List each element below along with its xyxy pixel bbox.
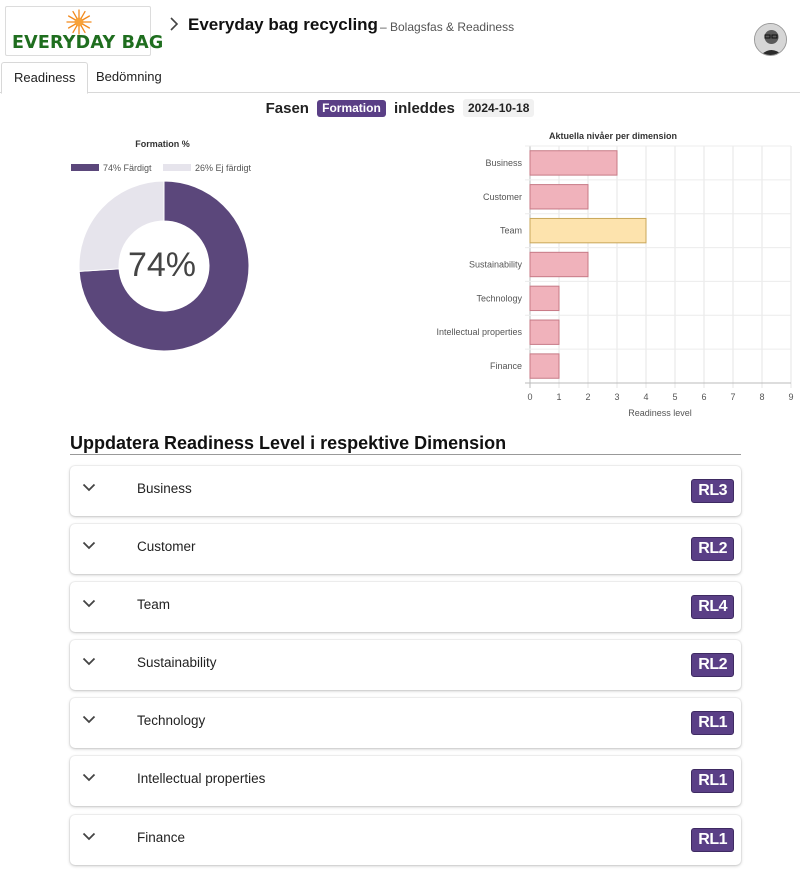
category-label: Sustainability (469, 260, 523, 270)
chevron-down-icon[interactable] (82, 657, 96, 666)
accordion-item-customer[interactable]: Customer RL2 (70, 524, 741, 574)
tick-label: 3 (614, 392, 619, 402)
page-subtitle: – Bolagsfas & Readiness (380, 20, 515, 34)
rl-badge: RL2 (691, 653, 734, 677)
bar-team[interactable] (529, 217, 647, 244)
bar-technology[interactable] (529, 285, 560, 312)
app-header: EVERYDAY BAG Everyday bag recycling – Bo… (0, 0, 800, 62)
rl-badge: RL4 (691, 595, 734, 619)
rl-badge: RL2 (691, 537, 734, 561)
rl-badge: RL1 (691, 828, 734, 852)
bar-chart-xlabel: Readiness level (628, 408, 692, 418)
bar-customer[interactable] (529, 184, 589, 210)
category-label: Business (485, 158, 522, 168)
donut-chart: 74% (78, 180, 250, 352)
bar-finance[interactable] (529, 353, 560, 379)
accordion-label: Intellectual properties (137, 771, 266, 786)
bar-sustainability[interactable] (529, 251, 589, 278)
category-label: Technology (476, 293, 522, 303)
phase-middle: inleddes (393, 100, 455, 117)
accordion-label: Customer (137, 539, 196, 554)
donut-segment-done[interactable] (78, 180, 250, 352)
accordion-item-finance[interactable]: Finance RL1 (70, 815, 741, 865)
tab-bedomning[interactable]: Bedömning (96, 69, 162, 84)
tick-label: 9 (788, 392, 793, 402)
company-logo[interactable]: EVERYDAY BAG (5, 6, 163, 56)
user-avatar-icon (755, 24, 786, 55)
tick-label: 2 (585, 392, 590, 402)
category-label: Customer (483, 192, 522, 202)
section-divider (70, 454, 741, 455)
donut-segment-not-done[interactable] (78, 180, 165, 272)
accordion-item-technology[interactable]: Technology RL1 (70, 698, 741, 748)
chevron-down-icon[interactable] (82, 541, 96, 550)
sun-icon (66, 9, 92, 35)
tick-label: 1 (556, 392, 561, 402)
rl-badge: RL1 (691, 769, 734, 793)
chevron-down-icon[interactable] (82, 773, 96, 782)
bar-chart: Aktuella nivåer per dimension Business Cu… (436, 131, 793, 418)
accordion-item-business[interactable]: Business RL3 (70, 466, 741, 516)
tick-label: 5 (672, 392, 677, 402)
phase-prefix: Fasen (265, 100, 309, 117)
chevron-down-icon[interactable] (82, 715, 96, 724)
chevron-down-icon[interactable] (82, 599, 96, 608)
accordion-label: Sustainability (137, 655, 217, 670)
donut-center-label: 74% (128, 246, 196, 284)
accordion-item-team[interactable]: Team RL4 (70, 582, 741, 632)
legend-item-done[interactable]: 74% Färdigt (71, 163, 152, 173)
tick-label: 4 (643, 392, 648, 402)
tick-label: 6 (701, 392, 706, 402)
section-title: Uppdatera Readiness Level i respektive D… (70, 433, 507, 453)
bar-intellectual-properties[interactable] (529, 319, 560, 345)
donut-title: Formation % (135, 139, 190, 149)
category-label: Finance (490, 361, 522, 371)
phase-badge: Formation (317, 100, 386, 117)
avatar[interactable] (754, 23, 787, 56)
accordion-label: Team (137, 597, 171, 612)
legend-swatch (71, 164, 99, 171)
tab-readiness[interactable]: Readiness (1, 62, 89, 94)
tick-label: 0 (527, 392, 532, 402)
logo-text: EVERYDAY BAG (12, 33, 164, 53)
chevron-down-icon[interactable] (82, 832, 96, 841)
chevron-right-icon (170, 17, 179, 31)
accordion-item-intellectual-properties[interactable]: Intellectual properties RL1 (70, 756, 741, 806)
rl-badge: RL3 (691, 479, 734, 503)
legend-item-not-done[interactable]: 26% Ej färdigt (163, 163, 251, 173)
rl-badge: RL1 (691, 711, 734, 735)
tick-label: 8 (759, 392, 764, 402)
bar-business[interactable] (529, 150, 618, 176)
accordion-label: Technology (137, 713, 206, 728)
legend-label: 26% Ej färdigt (195, 163, 252, 173)
phase-line: Fasen Formation inleddes 2024-10-18 (0, 99, 800, 117)
chevron-down-icon[interactable] (82, 483, 96, 492)
legend-label: 74% Färdigt (103, 163, 152, 173)
page-title: Everyday bag recycling (188, 15, 378, 34)
legend-swatch (163, 164, 191, 171)
tab-bar: Readiness Bedömning (0, 62, 800, 94)
bar-chart-title: Aktuella nivåer per dimension (549, 131, 677, 141)
category-label: Intellectual properties (436, 327, 522, 337)
accordion-label: Business (137, 481, 192, 496)
accordion-item-sustainability[interactable]: Sustainability RL2 (70, 640, 741, 690)
phase-date: 2024-10-18 (463, 99, 535, 117)
category-label: Team (500, 226, 522, 236)
tick-label: 7 (730, 392, 735, 402)
accordion-label: Finance (137, 830, 186, 845)
